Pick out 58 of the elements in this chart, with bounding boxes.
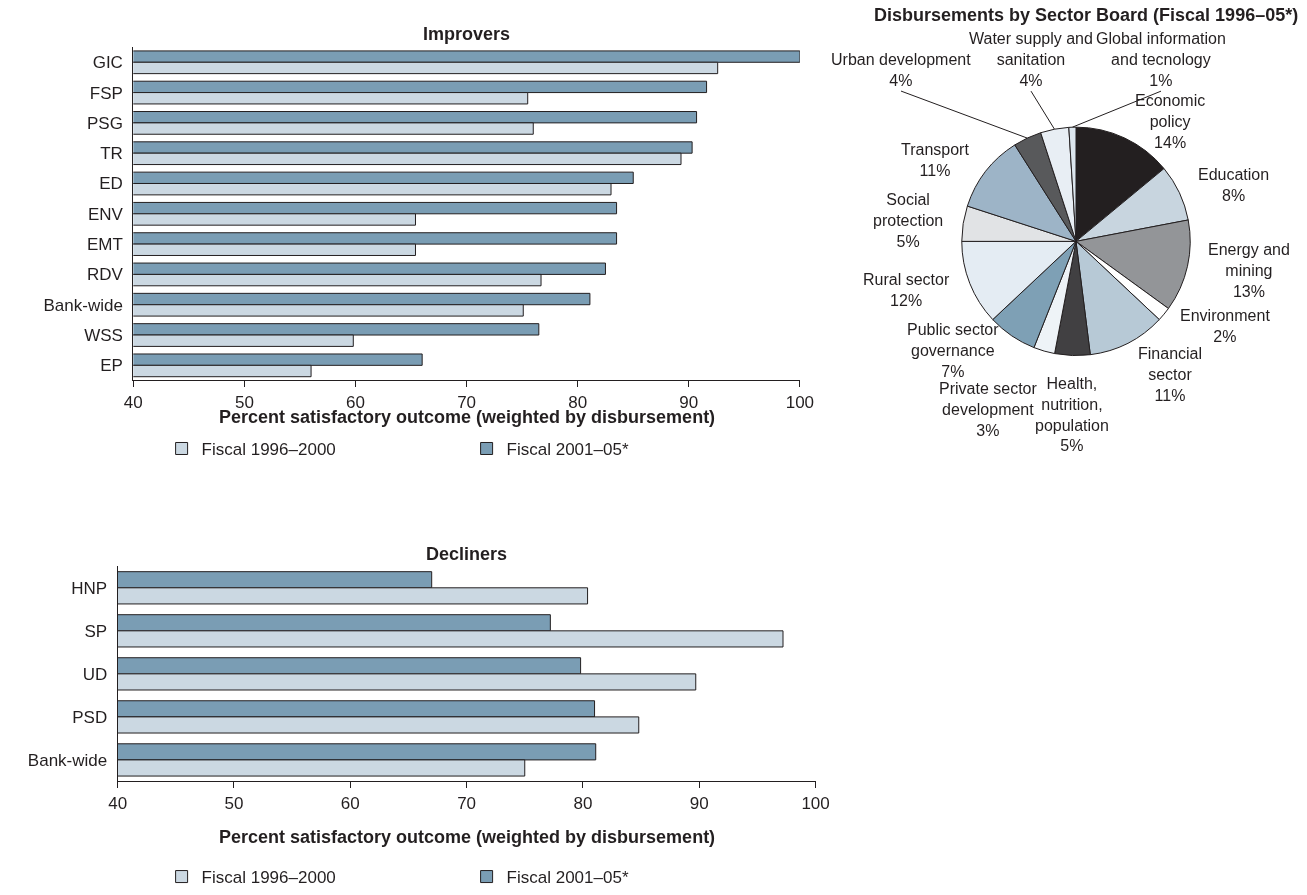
slice-label: Energy and mining <box>1208 241 1290 279</box>
y-tick-label: WSS <box>84 325 123 345</box>
x-tick-label: 60 <box>340 793 360 813</box>
chart-title: Decliners <box>426 544 508 564</box>
legend-label: Fiscal 2001–05* <box>506 440 629 460</box>
data-label: 5% <box>1060 437 1084 455</box>
y-tick-label: Bank-wide <box>27 750 108 770</box>
y-tick-label: UD <box>82 664 108 684</box>
y-tick-label: ED <box>99 174 123 194</box>
y-tick-label: PSD <box>72 707 108 727</box>
y-tick-label: EP <box>100 356 123 376</box>
y-tick-label: HNP <box>71 578 108 598</box>
slice-label: Urban development <box>831 51 972 68</box>
slice-label: Social protection <box>873 191 944 229</box>
data-label: 2% <box>1213 327 1237 345</box>
data-label: 8% <box>1222 186 1246 204</box>
slice-label: Rural sector <box>863 271 950 288</box>
y-tick-label: FSP <box>89 83 123 103</box>
y-tick-label: PSG <box>87 113 123 133</box>
y-tick-label: GIC <box>92 53 123 73</box>
slice-label: Transport <box>901 141 970 158</box>
data-label: 4% <box>889 71 913 89</box>
data-label: 11% <box>1154 386 1186 404</box>
y-tick-label: TR <box>100 144 123 164</box>
x-tick-label: 40 <box>123 392 143 412</box>
chart-title: Improvers <box>423 24 511 44</box>
legend-label: Fiscal 2001–05* <box>506 868 629 888</box>
x-axis-title: Percent satisfactory outcome (weighted by disbursement) <box>219 827 716 847</box>
legend-label: Fiscal 1996–2000 <box>201 440 336 460</box>
data-label: 13% <box>1232 282 1265 300</box>
data-label: 12% <box>890 291 923 309</box>
data-label: 4% <box>1019 71 1043 89</box>
x-tick-label: 40 <box>108 793 128 813</box>
x-tick-label: 90 <box>689 793 709 813</box>
legend-label: Fiscal 1996–2000 <box>201 868 336 888</box>
x-tick-label: 100 <box>785 392 815 412</box>
data-label: 5% <box>896 232 920 250</box>
y-tick-label: RDV <box>87 265 124 285</box>
slice-label: Education <box>1198 166 1270 183</box>
data-label: 14% <box>1154 133 1187 151</box>
x-tick-label: 50 <box>224 793 244 813</box>
data-label: 7% <box>941 362 965 380</box>
data-label: 1% <box>1149 71 1173 89</box>
data-label: 3% <box>976 421 1000 439</box>
slice-label: Economic policy <box>1135 92 1206 130</box>
slice-label: Financial sector <box>1138 345 1203 383</box>
y-tick-label: EMT <box>87 235 123 255</box>
x-tick-label: 70 <box>457 793 477 813</box>
x-tick-label: 80 <box>573 793 593 813</box>
y-tick-label: Bank-wide <box>43 295 123 315</box>
y-tick-label: ENV <box>87 204 124 224</box>
chart-title: Disbursements by Sector Board (Fiscal 1996–05*) <box>874 5 1299 25</box>
x-tick-label: 100 <box>801 793 830 813</box>
slice-label: Global information and tecnology <box>1096 30 1226 68</box>
slice-label: Environment <box>1180 307 1271 324</box>
slice-label: Public sector governance <box>907 321 1000 359</box>
data-label: 11% <box>919 161 951 179</box>
y-tick-label: SP <box>84 621 108 641</box>
